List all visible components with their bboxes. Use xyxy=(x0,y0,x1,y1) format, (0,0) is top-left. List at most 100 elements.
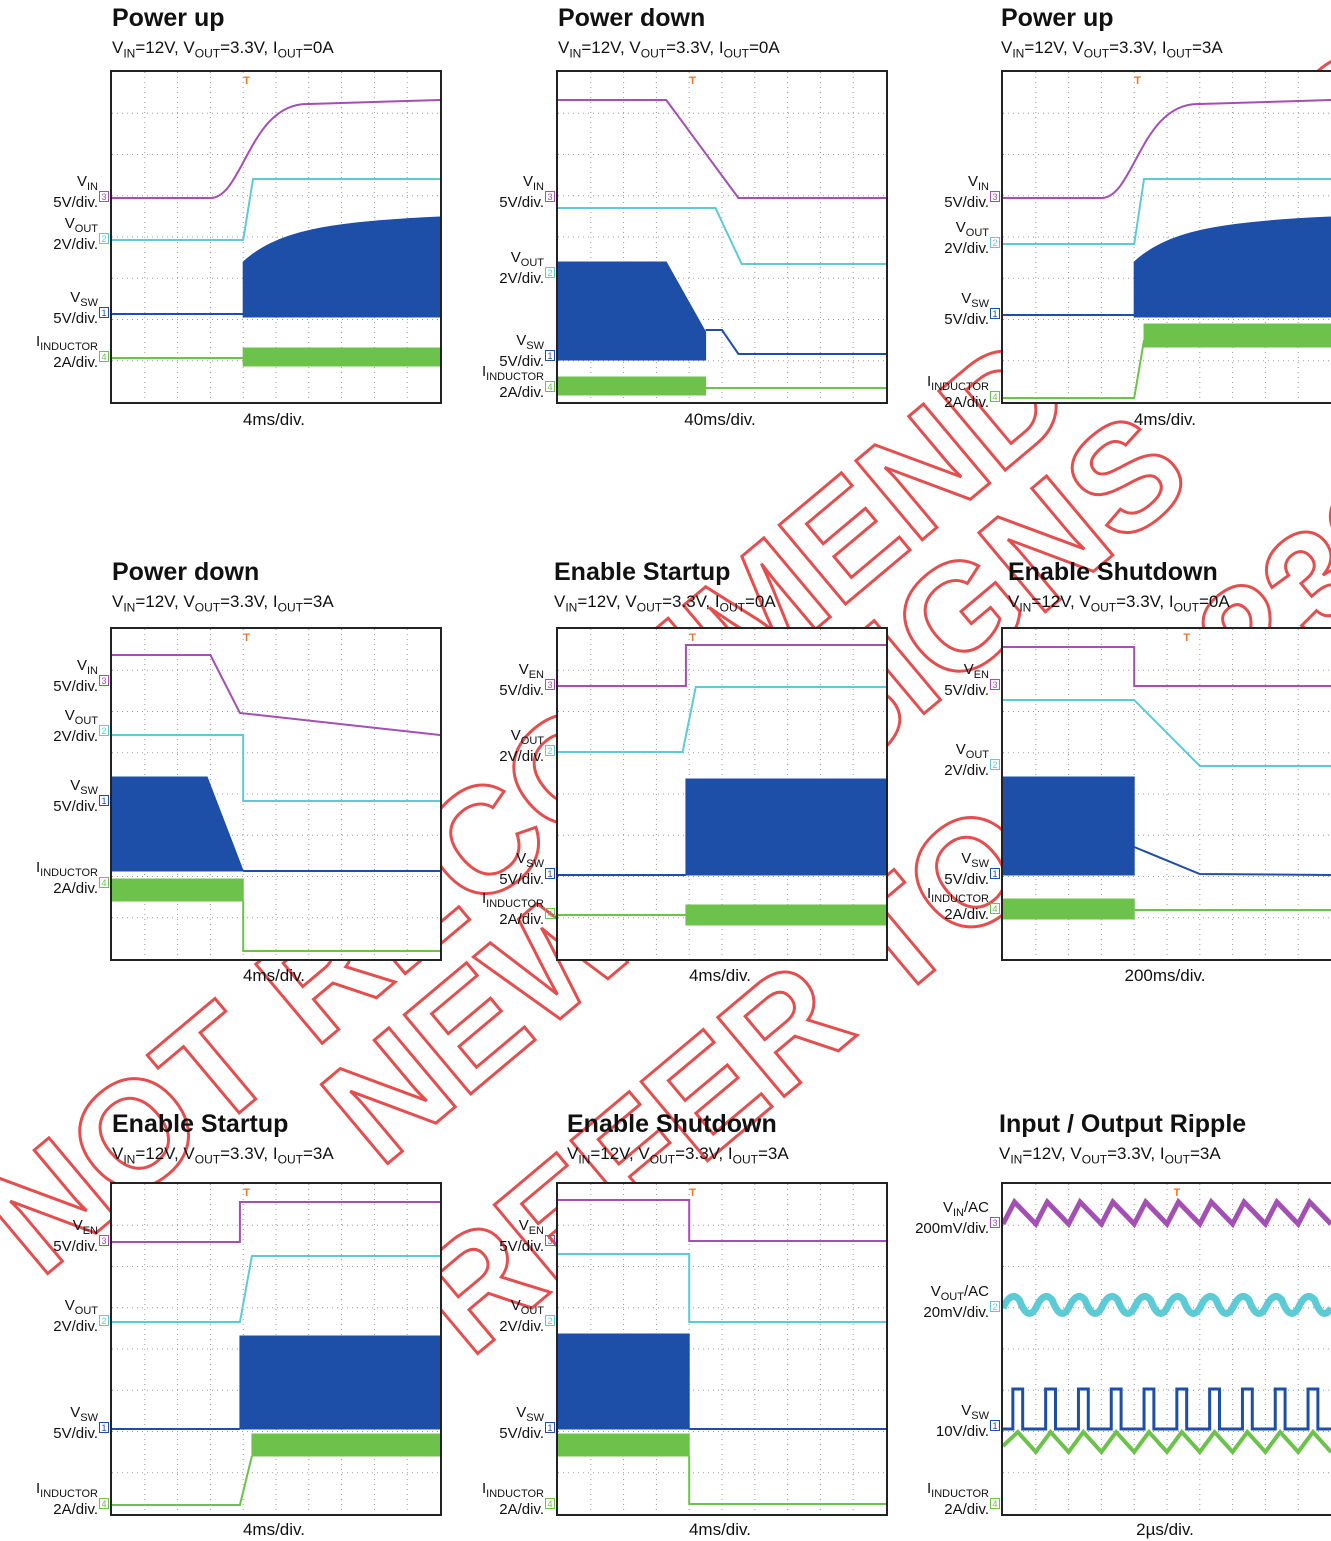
channel-label-iind: IINDUCTOR 2A/div. xyxy=(35,333,98,371)
trace-vsw-band xyxy=(1003,776,1135,876)
panel-conditions: VIN=12V, VOUT=3.3V, IOUT=3A xyxy=(112,1144,334,1167)
scope-screen: T xyxy=(556,70,888,404)
channel-marker-vsw: 1 xyxy=(990,1420,1000,1431)
channel-label-vout: VOUT 2V/div. xyxy=(499,249,544,287)
channel-label-vout: VOUT 2V/div. xyxy=(499,727,544,765)
trace-vout xyxy=(1003,699,1331,767)
trace-iind-band xyxy=(1003,898,1135,920)
channel-label-vsw: VSW 5V/div. xyxy=(53,1404,98,1442)
channel-marker-vin: 3 xyxy=(545,191,555,202)
trigger-marker: T xyxy=(1183,632,1190,644)
channel-marker-vin: 3 xyxy=(99,191,109,202)
channel-marker-vout: 2 xyxy=(990,759,1000,770)
scope-plot: T xyxy=(112,72,440,402)
panel-title: Power down xyxy=(112,558,260,586)
trace-iind xyxy=(1003,339,1146,399)
channel-marker-vout: 2 xyxy=(545,745,555,756)
channel-marker-vout: 2 xyxy=(99,725,109,736)
channel-marker-vin: 3 xyxy=(545,1235,555,1246)
trace-iind-band xyxy=(558,376,707,396)
channel-label-vout: VOUT 2V/div. xyxy=(53,707,98,745)
channel-marker-vsw: 1 xyxy=(99,1422,109,1433)
trace-vin xyxy=(112,654,440,736)
channel-label-iind: IINDUCTOR 2A/div. xyxy=(35,1480,98,1518)
trace-vout xyxy=(1003,1292,1331,1317)
trigger-marker: T xyxy=(243,75,250,87)
channel-marker-vsw: 1 xyxy=(99,307,109,318)
channel-label-vout: VOUT 2V/div. xyxy=(499,1297,544,1335)
channel-marker-vsw: 1 xyxy=(545,350,555,361)
channel-marker-vin: 3 xyxy=(990,679,1000,690)
trace-vsw-band xyxy=(239,1335,440,1430)
trigger-marker: T xyxy=(689,1187,696,1199)
channel-marker-iind: 4 xyxy=(99,1498,109,1509)
scope-screen: T xyxy=(1001,1182,1331,1516)
scope-plot: T xyxy=(112,629,440,959)
channel-label-iind: IINDUCTOR 2A/div. xyxy=(926,373,989,411)
trigger-marker: T xyxy=(243,632,250,644)
channel-marker-iind: 4 xyxy=(990,903,1000,914)
trace-vout xyxy=(112,178,440,241)
channel-label-vsw: VSW 10V/div. xyxy=(935,1402,989,1440)
trace-iind-band xyxy=(1143,323,1331,348)
panel-title: Power up xyxy=(1001,4,1114,32)
trace-vin xyxy=(1003,646,1331,687)
scope-plot: T xyxy=(1003,1184,1331,1514)
scope-screen: T xyxy=(556,1182,888,1516)
timebase-label: 200ms/div. xyxy=(1124,966,1206,985)
channel-label-vin: VIN/AC 200mV/div. xyxy=(915,1199,989,1237)
channel-label-vsw: VSW 5V/div. xyxy=(53,289,98,327)
channel-marker-vsw: 1 xyxy=(545,1422,555,1433)
panel-title: Enable Shutdown xyxy=(567,1110,777,1138)
trace-vsw xyxy=(705,329,886,355)
timebase-label: 4ms/div. xyxy=(242,410,306,429)
trigger-marker: T xyxy=(1174,1187,1181,1199)
channel-marker-iind: 4 xyxy=(990,391,1000,402)
trace-vout xyxy=(112,734,440,802)
trace-iind-band xyxy=(685,904,886,926)
panel-title: Enable Shutdown xyxy=(1008,558,1218,586)
panel-conditions: VIN=12V, VOUT=3.3V, IOUT=0A xyxy=(554,592,776,615)
channel-marker-vsw: 1 xyxy=(990,868,1000,879)
trigger-marker: T xyxy=(689,632,696,644)
trace-vsw-band xyxy=(1133,216,1331,318)
channel-label-iind: IINDUCTOR 2A/div. xyxy=(481,1480,544,1518)
scope-plot: T xyxy=(558,629,886,959)
trace-iind xyxy=(1003,1428,1331,1456)
panel-conditions: VIN=12V, VOUT=3.3V, IOUT=3A xyxy=(567,1144,789,1167)
trace-vin xyxy=(558,99,886,199)
channel-marker-iind: 4 xyxy=(990,1498,1000,1509)
channel-marker-vin: 3 xyxy=(99,675,109,686)
trace-vsw xyxy=(1003,1387,1331,1431)
timebase-label: 4ms/div. xyxy=(688,1520,752,1539)
trace-iind-band xyxy=(112,878,244,902)
channel-marker-iind: 4 xyxy=(545,381,555,392)
channel-marker-vout: 2 xyxy=(990,237,1000,248)
channel-label-vin: VIN 5V/div. xyxy=(53,657,98,695)
channel-marker-iind: 4 xyxy=(99,351,109,362)
trace-iind-band xyxy=(558,1433,690,1457)
trace-vout xyxy=(558,207,886,265)
channel-marker-vin: 3 xyxy=(99,1235,109,1246)
timebase-label: 4ms/div. xyxy=(242,966,306,985)
channel-label-vsw: VSW 5V/div. xyxy=(944,290,989,328)
channel-label-iind: IINDUCTOR 2A/div. xyxy=(481,890,544,928)
trigger-marker: T xyxy=(689,75,696,87)
channel-label-vsw: VSW 5V/div. xyxy=(53,777,98,815)
channel-label-vsw: VSW 5V/div. xyxy=(499,1404,544,1442)
scope-plot: T xyxy=(1003,629,1331,959)
scope-screen: T xyxy=(110,1182,442,1516)
channel-label-vin: VIN 5V/div. xyxy=(53,173,98,211)
panel-conditions: VIN=12V, VOUT=3.3V, IOUT=0A xyxy=(1008,592,1230,615)
channel-label-vout: VOUT 2V/div. xyxy=(53,215,98,253)
channel-marker-vout: 2 xyxy=(545,1315,555,1326)
channel-label-vin: VEN 5V/div. xyxy=(53,1217,98,1255)
channel-label-vsw: VSW 5V/div. xyxy=(944,850,989,888)
panel-title: Power down xyxy=(558,4,706,32)
trace-vsw-band xyxy=(558,1333,690,1430)
channel-label-vout: VOUT 2V/div. xyxy=(53,1297,98,1335)
timebase-label: 4ms/div. xyxy=(688,966,752,985)
channel-label-vsw: VSW 5V/div. xyxy=(499,332,544,370)
trace-iind-band xyxy=(242,347,440,367)
channel-label-vout: VOUT/AC 20mV/div. xyxy=(923,1283,989,1321)
